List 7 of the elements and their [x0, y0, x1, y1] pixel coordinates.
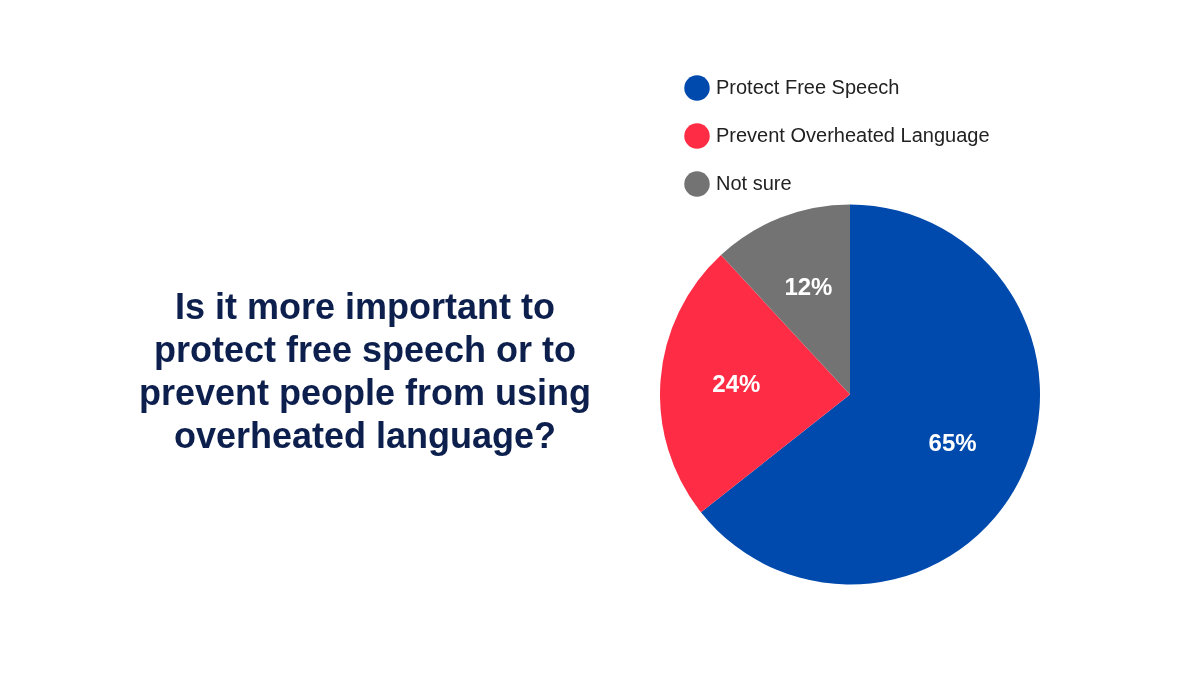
legend-label: Prevent Overheated Language: [716, 123, 990, 146]
text: Is it more important to protect free speech or to prevent people from using overheated language?: [137, 285, 593, 457]
legend-label: Not sure: [716, 171, 792, 194]
data-label: 12%: [784, 272, 833, 300]
data-label: 65%: [928, 428, 977, 456]
legend-label: Protect Free Speech: [716, 75, 900, 98]
data-label: 24%: [712, 370, 761, 398]
